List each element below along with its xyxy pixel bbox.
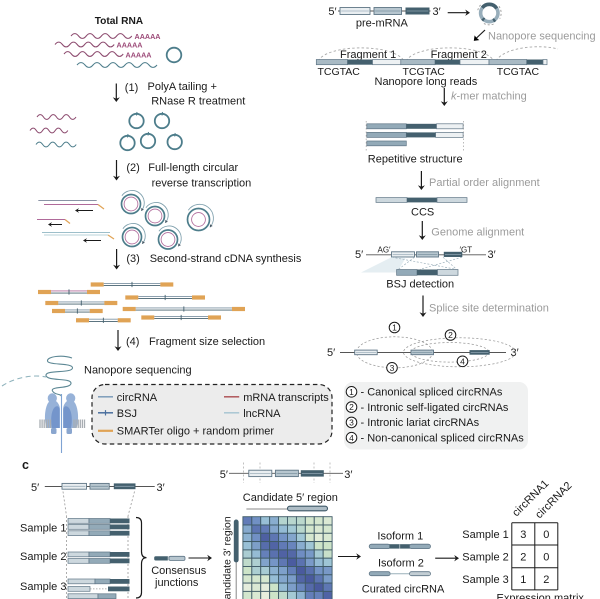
svg-text:RNase R treatment: RNase R treatment: [151, 96, 245, 108]
svg-text:0: 0: [543, 529, 549, 541]
svg-text:5′: 5′: [328, 6, 336, 18]
svg-text:- Intronic lariat circRNAs: - Intronic lariat circRNAs: [361, 417, 480, 429]
svg-text:Sample 1: Sample 1: [20, 523, 66, 535]
svg-text:AG′: AG′: [378, 246, 392, 255]
svg-text:Curated circRNA: Curated circRNA: [362, 584, 445, 596]
svg-text:AAAAA: AAAAA: [135, 32, 161, 41]
svg-text:2: 2: [520, 551, 526, 563]
svg-text:Sample 3: Sample 3: [20, 581, 66, 593]
svg-text:3′: 3′: [488, 249, 496, 261]
svg-text:Nanopore long reads: Nanopore long reads: [375, 76, 478, 88]
svg-text:SMARTer oligo + random primer: SMARTer oligo + random primer: [117, 426, 275, 438]
svg-text:Partial order alignment: Partial order alignment: [429, 177, 540, 189]
svg-text:5′: 5′: [327, 347, 335, 359]
svg-text:Splice site determination: Splice site determination: [429, 303, 549, 315]
svg-text:5′: 5′: [355, 249, 363, 261]
svg-text:5′: 5′: [31, 482, 39, 494]
svg-text:AAAAA: AAAAA: [117, 41, 143, 50]
svg-text:3: 3: [349, 417, 354, 427]
svg-text:junctions: junctions: [154, 577, 199, 589]
svg-text:(1): (1): [125, 82, 138, 94]
svg-text:reverse transcription: reverse transcription: [152, 178, 252, 190]
svg-text:3′: 3′: [511, 347, 519, 359]
svg-text:1: 1: [520, 574, 526, 586]
svg-text:Genome alignment: Genome alignment: [431, 227, 524, 239]
svg-text:TCGTAC: TCGTAC: [403, 66, 446, 78]
svg-text:circRNA: circRNA: [117, 392, 158, 404]
svg-text:BSJ: BSJ: [117, 408, 137, 420]
svg-text:Fragment size selection: Fragment size selection: [149, 336, 265, 348]
svg-text:Full-length circular: Full-length circular: [148, 162, 238, 174]
svg-text:Sample 2: Sample 2: [462, 551, 508, 563]
svg-text:1: 1: [392, 323, 397, 333]
svg-text:1: 1: [349, 387, 354, 397]
svg-text:Second-strand cDNA synthesis: Second-strand cDNA synthesis: [150, 253, 302, 265]
svg-text:PolyA tailing +: PolyA tailing +: [148, 81, 217, 93]
svg-text:Fragment 2: Fragment 2: [431, 49, 487, 61]
svg-text:- Intronic self-ligated circRN: - Intronic self-ligated circRNAs: [361, 402, 509, 414]
svg-text:Repetitive structure: Repetitive structure: [368, 154, 463, 166]
svg-text:c: c: [22, 458, 29, 472]
svg-text:Candidate 3′ region: Candidate 3′ region: [222, 516, 234, 599]
svg-text:- Non-canonical spliced circRN: - Non-canonical spliced circRNAs: [361, 432, 525, 444]
svg-text:Isoform 2: Isoform 2: [378, 558, 424, 570]
svg-text:(3): (3): [126, 253, 139, 265]
svg-text:3′: 3′: [433, 6, 441, 18]
svg-text:Sample 3: Sample 3: [462, 574, 508, 586]
svg-text:Expression matrix: Expression matrix: [497, 593, 585, 599]
svg-text:3′: 3′: [344, 469, 352, 481]
svg-text:Fragment 1: Fragment 1: [340, 49, 396, 61]
svg-text:3: 3: [390, 363, 395, 373]
svg-text:pre-mRNA: pre-mRNA: [356, 18, 409, 30]
svg-text:Isoform 1: Isoform 1: [377, 531, 423, 543]
svg-text:k-mer matching: k-mer matching: [451, 91, 527, 103]
svg-text:(2): (2): [126, 162, 139, 174]
svg-text:BSJ detection: BSJ detection: [386, 279, 454, 291]
svg-text:0: 0: [543, 551, 549, 563]
svg-text:AAAAA: AAAAA: [126, 51, 152, 60]
svg-text:TCGTAC: TCGTAC: [497, 66, 540, 78]
svg-text:mRNA transcripts: mRNA transcripts: [243, 392, 329, 404]
svg-text:3′: 3′: [157, 482, 165, 494]
svg-text:Nanopore sequencing: Nanopore sequencing: [84, 365, 192, 377]
svg-text:5′: 5′: [220, 469, 228, 481]
svg-text:lncRNA: lncRNA: [243, 408, 281, 420]
svg-text:TCGTAC: TCGTAC: [318, 66, 361, 78]
svg-text:Sample 2: Sample 2: [20, 551, 66, 563]
svg-text:Total RNA: Total RNA: [95, 16, 144, 27]
svg-text:CCS: CCS: [411, 207, 434, 219]
svg-text:2: 2: [543, 574, 549, 586]
svg-text:- Canonical spliced circRNAs: - Canonical spliced circRNAs: [361, 387, 503, 399]
svg-text:Candidate 5′ region: Candidate 5′ region: [243, 492, 338, 504]
svg-text:Nanopore sequencing: Nanopore sequencing: [488, 31, 596, 43]
svg-text:Consensus: Consensus: [151, 565, 207, 577]
svg-text:3: 3: [520, 529, 526, 541]
svg-text:2: 2: [349, 402, 354, 412]
svg-text:′GT: ′GT: [460, 246, 473, 255]
svg-text:(4): (4): [126, 336, 139, 348]
svg-text:4: 4: [460, 356, 465, 366]
svg-text:Sample 1: Sample 1: [462, 529, 508, 541]
svg-text:2: 2: [448, 330, 453, 340]
svg-text:4: 4: [349, 433, 354, 443]
